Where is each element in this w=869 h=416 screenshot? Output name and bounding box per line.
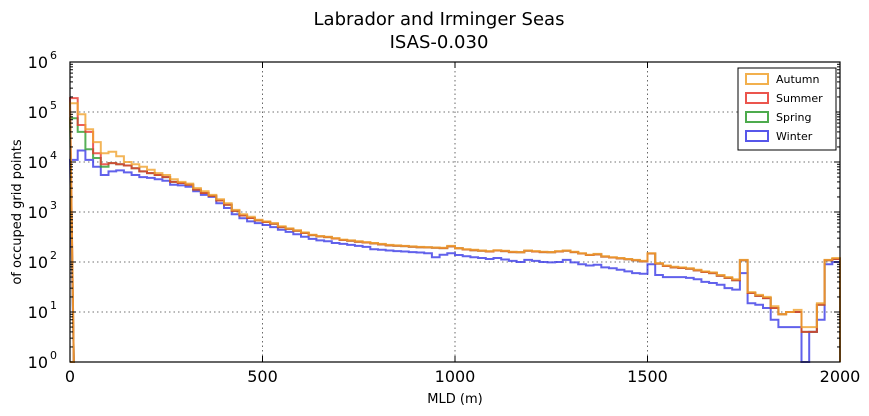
- y-tick-exponent: 1: [50, 299, 57, 312]
- x-tick-label: 2000: [820, 367, 861, 386]
- y-tick-label: 10: [28, 253, 48, 272]
- legend-swatch-summer: [745, 92, 769, 104]
- x-tick-label: 1000: [435, 367, 476, 386]
- legend-swatch-spring: [745, 111, 769, 123]
- y-tick-exponent: 2: [50, 249, 57, 262]
- legend-swatch-autumn: [745, 73, 769, 85]
- y-tick-base: 10: [28, 303, 48, 322]
- y-tick-label: 10: [28, 353, 48, 372]
- y-tick-base: 10: [28, 203, 48, 222]
- y-tick-label: 10: [28, 103, 48, 122]
- y-tick-label: 10: [28, 203, 48, 222]
- y-tick-label: 10: [28, 153, 48, 172]
- y-tick-base: 10: [28, 153, 48, 172]
- legend: Autumn Summer Spring Winter: [737, 67, 837, 151]
- series-spring-line: [68, 117, 841, 363]
- x-axis-label: MLD (m): [427, 392, 482, 407]
- y-axis-label: of occuped grid points: [10, 139, 25, 285]
- legend-label-summer: Summer: [776, 92, 823, 105]
- y-tick-base: 10: [28, 103, 48, 122]
- chart-subtitle: ISAS-0.030: [390, 32, 489, 53]
- chart-title: Labrador and Irminger Seas: [314, 9, 565, 30]
- series-summer-line: [68, 97, 841, 363]
- legend-label-autumn: Autumn: [776, 73, 819, 86]
- x-axis: 0 500 1000 1500 2000: [65, 62, 860, 386]
- legend-label-spring: Spring: [776, 111, 812, 124]
- legend-swatch-winter: [745, 130, 769, 142]
- x-tick-label: 1500: [627, 367, 668, 386]
- y-tick-label: 10: [28, 53, 48, 72]
- series-group: [68, 97, 841, 363]
- y-tick-base: 10: [28, 53, 48, 72]
- x-tick-label: 500: [247, 367, 278, 386]
- y-tick-base: 10: [28, 353, 48, 372]
- series-autumn-line: [68, 102, 841, 363]
- y-tick-exponent: 6: [50, 49, 57, 62]
- y-tick-base: 10: [28, 253, 48, 272]
- grid: [70, 62, 840, 362]
- y-tick-exponent: 4: [50, 149, 57, 162]
- y-tick-exponent: 0: [50, 349, 57, 362]
- y-tick-exponent: 5: [50, 99, 57, 112]
- y-tick-label: 10: [28, 303, 48, 322]
- y-tick-exponent: 3: [50, 199, 57, 212]
- x-tick-label: 0: [65, 367, 75, 386]
- legend-label-winter: Winter: [776, 130, 813, 143]
- legend-box: [737, 67, 837, 151]
